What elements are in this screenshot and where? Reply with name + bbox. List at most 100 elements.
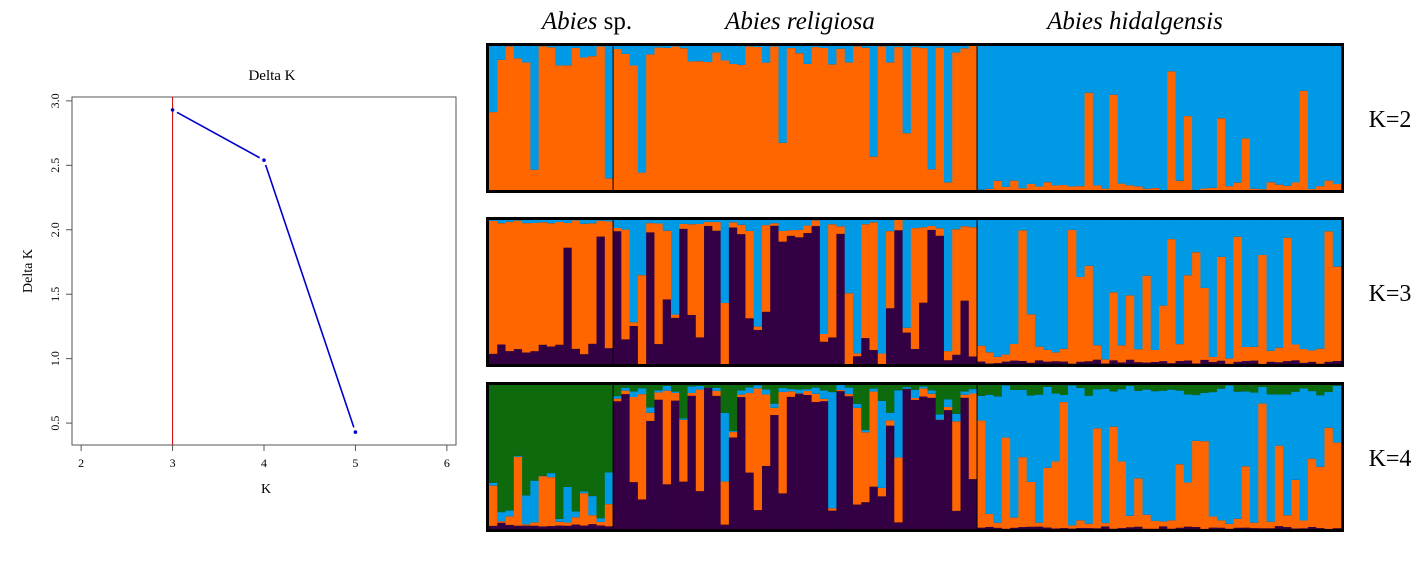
ancestry-bar-blue (819, 46, 829, 48)
ancestry-bar-purple (927, 229, 937, 364)
ancestry-bar-orange (1059, 402, 1069, 529)
ancestry-bar-orange (1034, 346, 1044, 361)
ancestry-bar-purple (662, 299, 672, 364)
ancestry-bar-orange (1018, 188, 1028, 190)
ancestry-bar-orange (737, 64, 746, 190)
ancestry-bar-blue (1332, 385, 1342, 443)
ancestry-bar-blue (1192, 46, 1201, 190)
ancestry-bar-purple (737, 397, 746, 529)
ancestry-bar-blue (704, 46, 713, 63)
ancestry-bar-orange (629, 397, 639, 483)
ancestry-bar-orange (770, 46, 779, 191)
ancestry-bar-blue (654, 46, 664, 48)
ancestry-bar-orange (869, 156, 879, 190)
ancestry-bar-purple (1175, 527, 1185, 529)
ancestry-bar-purple (894, 522, 903, 529)
ancestry-bar-purple (1274, 362, 1284, 364)
ancestry-bar-orange (861, 432, 870, 503)
ancestry-bar-blue (1001, 385, 1011, 438)
ancestry-bar-orange (960, 394, 970, 398)
ancestry-bar-green (1034, 385, 1044, 395)
ancestry-bar-orange (1109, 292, 1119, 361)
ancestry-bar-blue (1175, 390, 1185, 465)
ancestry-bar-orange (894, 457, 903, 523)
ancestry-bar-blue (1316, 395, 1325, 467)
ancestry-bar-blue (513, 220, 523, 221)
ancestry-bar-green (1291, 385, 1300, 392)
ancestry-bar-green (1084, 385, 1094, 396)
ancestry-bar-orange (960, 48, 970, 190)
ancestry-bar-purple (1092, 528, 1102, 529)
ancestry-bar-orange (563, 65, 573, 190)
ancestry-bar-orange (654, 392, 664, 400)
ancestry-bar-purple (695, 337, 705, 364)
ancestry-bar-purple (1117, 362, 1127, 364)
ancestry-bar-purple (1018, 360, 1028, 364)
ancestry-bar-blue (1250, 392, 1259, 523)
ancestry-bar-orange (505, 516, 515, 525)
ancestry-bar-purple (894, 230, 903, 364)
ancestry-bar-purple (613, 231, 622, 364)
ancestry-bar-blue (1051, 220, 1061, 353)
ancestry-bar-orange (861, 224, 870, 339)
ancestry-bar-orange (687, 393, 697, 396)
ancestry-bar-blue (1258, 220, 1267, 255)
ancestry-bar-purple (1291, 360, 1300, 364)
ancestry-bar-green (1274, 385, 1284, 395)
ancestry-bar-orange (1183, 116, 1193, 190)
ancestry-bar-blue (1175, 46, 1185, 181)
k-label: K=2 (1369, 107, 1412, 133)
ancestry-bar-blue (1125, 46, 1135, 186)
ancestry-bar-orange (1250, 522, 1259, 529)
ancestry-bar-blue (919, 220, 928, 228)
ancestry-bar-orange (811, 220, 821, 227)
ancestry-bar-purple (985, 526, 994, 529)
ancestry-bar-blue (902, 220, 912, 328)
ancestry-bar-orange (1241, 346, 1251, 361)
ancestry-bar-blue (1092, 389, 1102, 429)
ancestry-bar-green (910, 385, 920, 390)
ancestry-bar-blue (1134, 220, 1143, 350)
ancestry-bar-purple (770, 415, 779, 529)
ancestry-bar-orange (670, 46, 680, 191)
ancestry-bar-orange (1026, 314, 1036, 363)
ancestry-bar-blue (588, 496, 597, 516)
ancestry-bar-orange (662, 390, 672, 485)
ancestry-bar-blue (1175, 220, 1185, 345)
ancestry-bar-blue (852, 220, 862, 354)
ancestry-bar-orange (803, 391, 812, 395)
ancestry-bar-orange (1307, 189, 1317, 190)
ancestry-bar-blue (1208, 46, 1218, 188)
ancestry-bar-blue (1266, 394, 1276, 522)
ancestry-bar-blue (1291, 391, 1300, 480)
ancestry-bar-purple (1183, 526, 1193, 529)
ancestry-bar-blue (1332, 220, 1342, 267)
ancestry-bar-orange (555, 521, 564, 526)
ancestry-bar-orange (712, 222, 721, 231)
ancestry-bar-blue (679, 220, 688, 224)
ancestry-bar-blue (819, 390, 829, 399)
ancestry-bar-orange (596, 46, 606, 191)
ancestry-bar-purple (1216, 360, 1226, 364)
ancestry-bar-purple (1208, 527, 1218, 529)
ancestry-bar-blue (1059, 46, 1069, 186)
ancestry-bar-orange (1117, 345, 1127, 363)
ancestry-bar-blue (1208, 392, 1218, 517)
ancestry-bar-orange (1183, 275, 1193, 361)
ancestry-bar-orange (1043, 349, 1052, 362)
ancestry-bar-orange (1183, 482, 1193, 527)
ancestry-bar-orange (828, 64, 837, 190)
ancestry-bar-blue (770, 403, 779, 408)
ancestry-bar-orange (1010, 517, 1019, 528)
ancestry-bar-purple (886, 425, 895, 529)
ancestry-bar-blue (654, 390, 664, 393)
ancestry-bar-purple (819, 401, 829, 529)
ancestry-bar-purple (795, 393, 804, 529)
ancestry-bar-green (1026, 385, 1036, 396)
ancestry-bar-purple (811, 226, 821, 364)
ancestry-bar-blue (993, 46, 1003, 181)
y-tick-label: 0.5 (48, 416, 62, 431)
ancestry-bar-purple (563, 525, 573, 529)
ancestry-bar-blue (1183, 394, 1193, 483)
ancestry-bar-orange (952, 421, 961, 511)
